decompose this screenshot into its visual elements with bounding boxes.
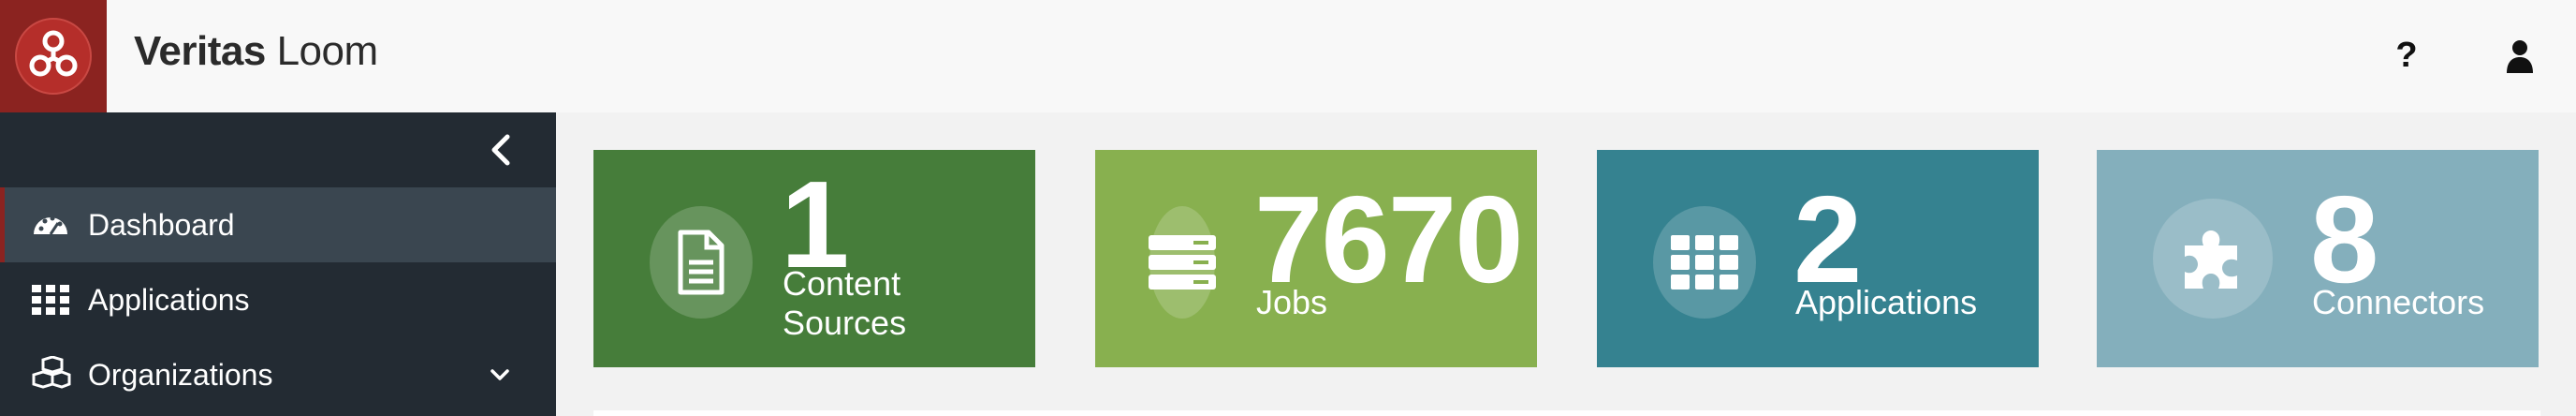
card-icon-circle: [650, 206, 753, 319]
stat-card-jobs[interactable]: 7670 Jobs: [1095, 150, 1537, 367]
chevron-down-icon[interactable]: [485, 360, 515, 390]
sidebar-item-applications[interactable]: Applications: [0, 262, 556, 337]
cubes-icon: [32, 356, 71, 389]
sidebar-item-organizations[interactable]: Organizations: [0, 337, 556, 412]
trefoil-logo-icon: [15, 18, 92, 95]
user-icon[interactable]: [2505, 37, 2535, 75]
stat-label: Jobs: [1256, 283, 1328, 321]
dashboard-gauge-icon: [34, 215, 67, 235]
stat-card-connectors[interactable]: 8 Connectors: [2097, 150, 2539, 367]
stat-value: 8: [2310, 171, 2378, 308]
sidebar-item-dashboard[interactable]: Dashboard: [0, 187, 556, 262]
chevron-left-icon[interactable]: [485, 131, 519, 169]
card-icon-circle: [2153, 199, 2273, 319]
document-icon: [678, 230, 724, 295]
stat-card-applications[interactable]: 2 Applications: [1597, 150, 2039, 367]
top-header: Veritas Loom ?: [0, 0, 2576, 112]
stat-value: 1: [781, 156, 849, 293]
app-title: Veritas Loom: [134, 28, 378, 74]
sidebar-item-label: Organizations: [88, 358, 273, 392]
stat-value: 2: [1793, 171, 1862, 308]
grid-icon: [1671, 235, 1738, 290]
logo[interactable]: [0, 0, 107, 112]
sidebar: Dashboard Applications Organizations: [0, 112, 556, 416]
stat-card-content-sources[interactable]: 1 Content Sources: [593, 150, 1035, 367]
puzzle-piece-icon: [2185, 230, 2237, 289]
server-stack-icon: [1149, 235, 1216, 290]
grid-icon: [32, 285, 69, 315]
content-panel-top: [593, 410, 2540, 416]
card-icon-circle: [1149, 206, 1216, 319]
card-icon-circle: [1653, 206, 1756, 319]
help-icon[interactable]: ?: [2395, 36, 2418, 75]
stat-label: Connectors: [2312, 283, 2485, 321]
sidebar-item-label: Dashboard: [88, 208, 235, 242]
stat-label: Applications: [1795, 283, 1978, 321]
stat-value: 7670: [1254, 171, 1524, 308]
sidebar-item-label: Applications: [88, 283, 250, 317]
stat-label: Content Sources: [783, 264, 907, 342]
